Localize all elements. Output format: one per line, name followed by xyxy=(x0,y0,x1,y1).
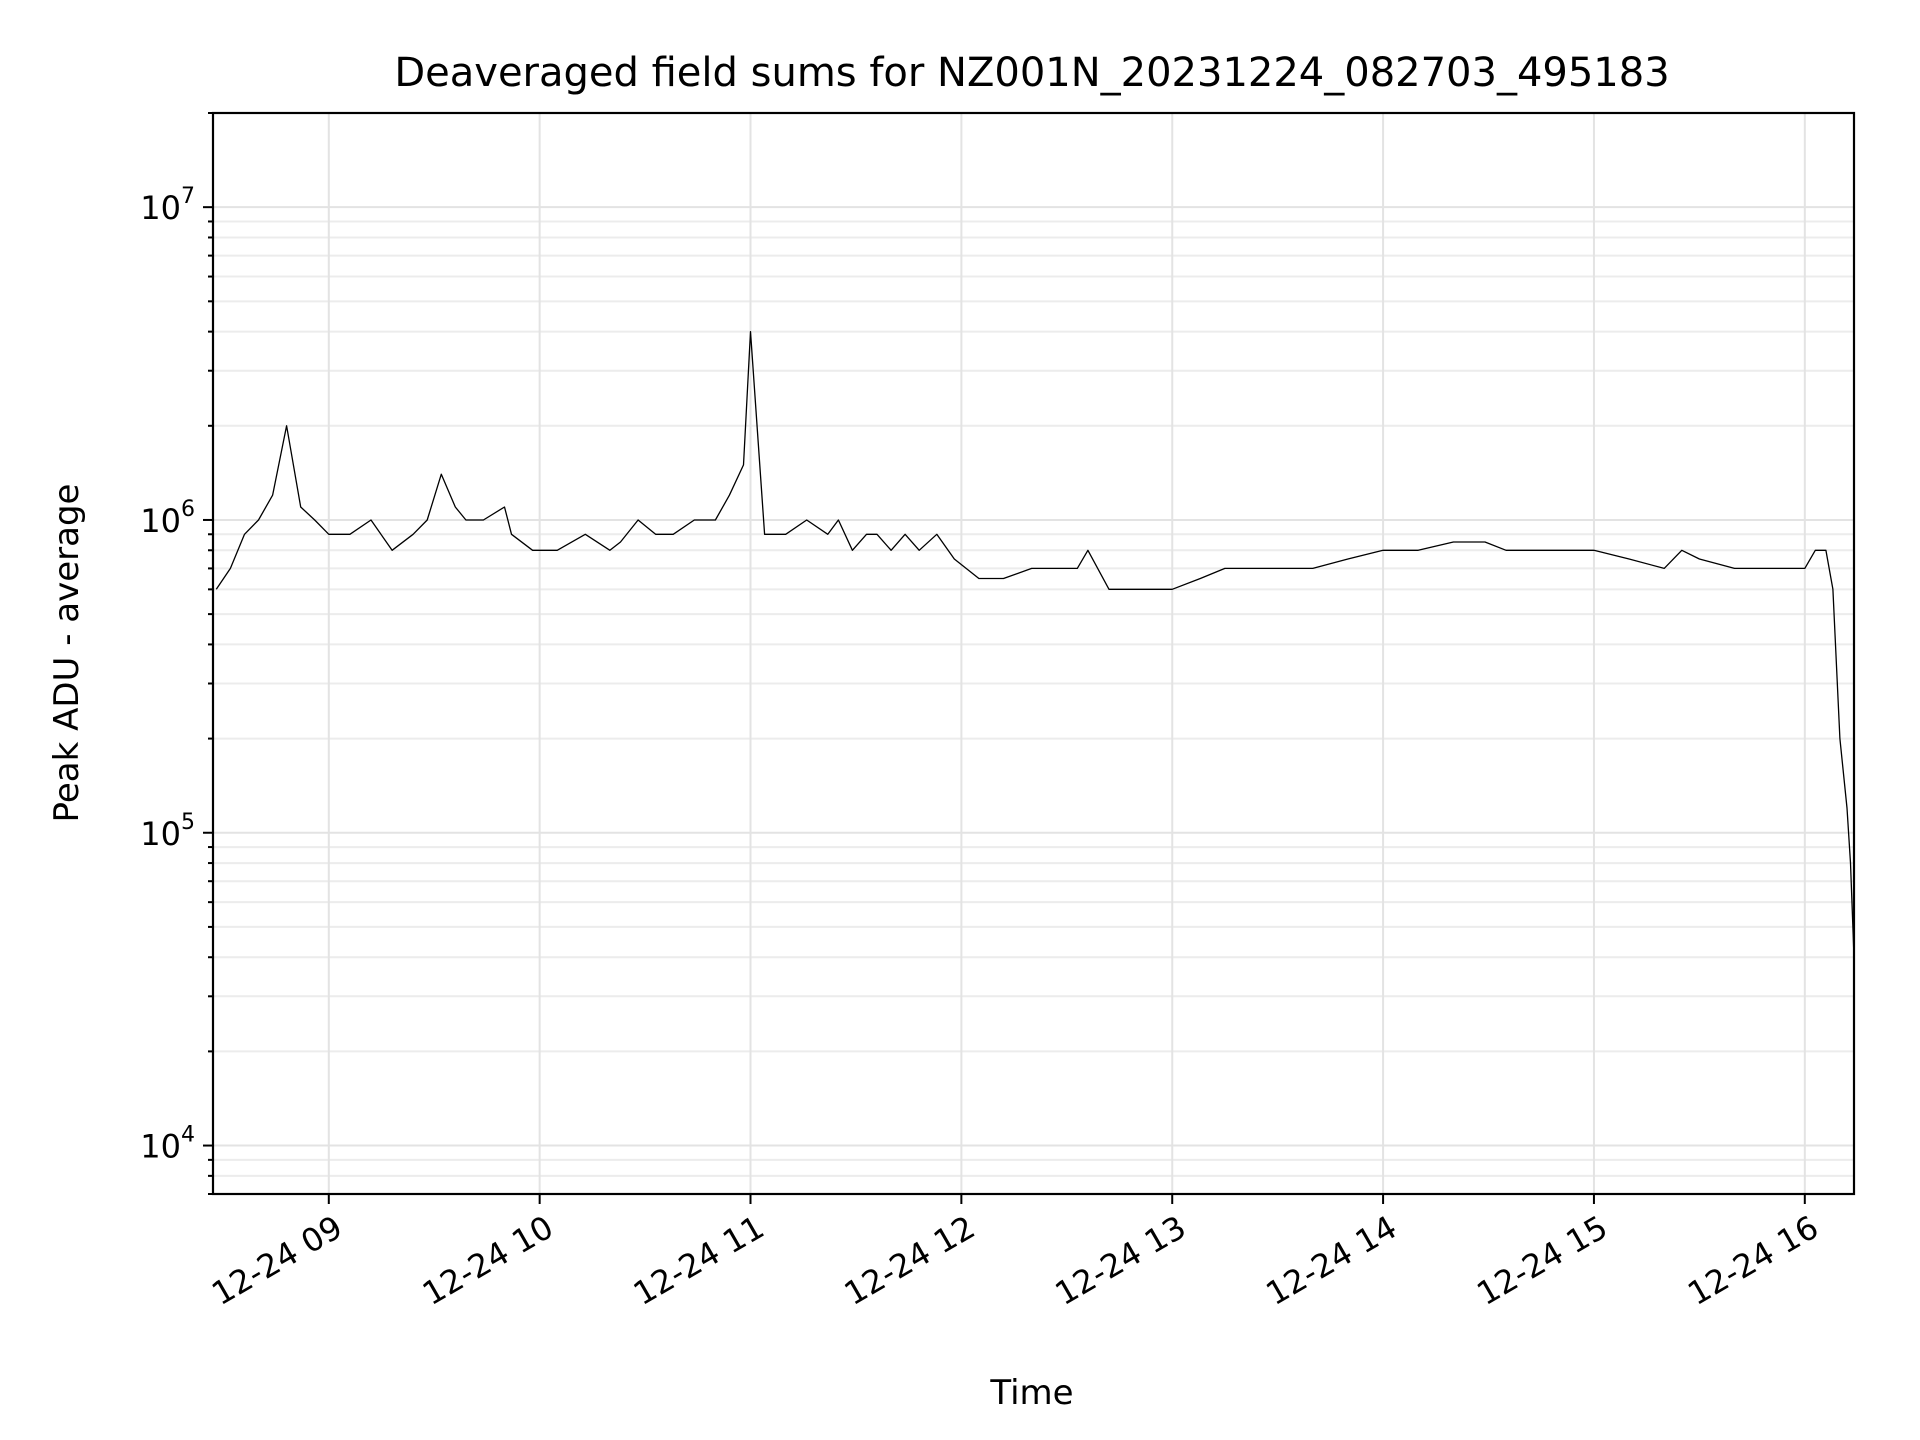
y-tick-label-exponent: 6 xyxy=(181,497,195,522)
y-tick-label: 105 xyxy=(140,810,195,853)
y-tick-label-base: 10 xyxy=(140,502,181,540)
plot-frame xyxy=(211,111,1856,1196)
x-axis-label: Time xyxy=(989,1373,1073,1413)
series-layer xyxy=(215,330,1855,958)
y-tick-label-base: 10 xyxy=(140,815,181,853)
y-tick-label-exponent: 5 xyxy=(181,810,195,835)
y-tick-label: 106 xyxy=(140,497,195,540)
y-tick-label: 104 xyxy=(140,1123,195,1166)
y-tick-label: 107 xyxy=(140,184,195,227)
y-tick-label-base: 10 xyxy=(140,189,181,227)
y-tick-label-exponent: 4 xyxy=(181,1123,195,1148)
y-axis-label: Peak ADU - average xyxy=(47,484,87,823)
series-line xyxy=(215,330,1855,958)
y-tick-label-exponent: 7 xyxy=(181,184,195,209)
chart-title: Deaveraged field sums for NZ001N_2023122… xyxy=(394,50,1669,96)
y-tick-label-base: 10 xyxy=(140,1128,181,1166)
